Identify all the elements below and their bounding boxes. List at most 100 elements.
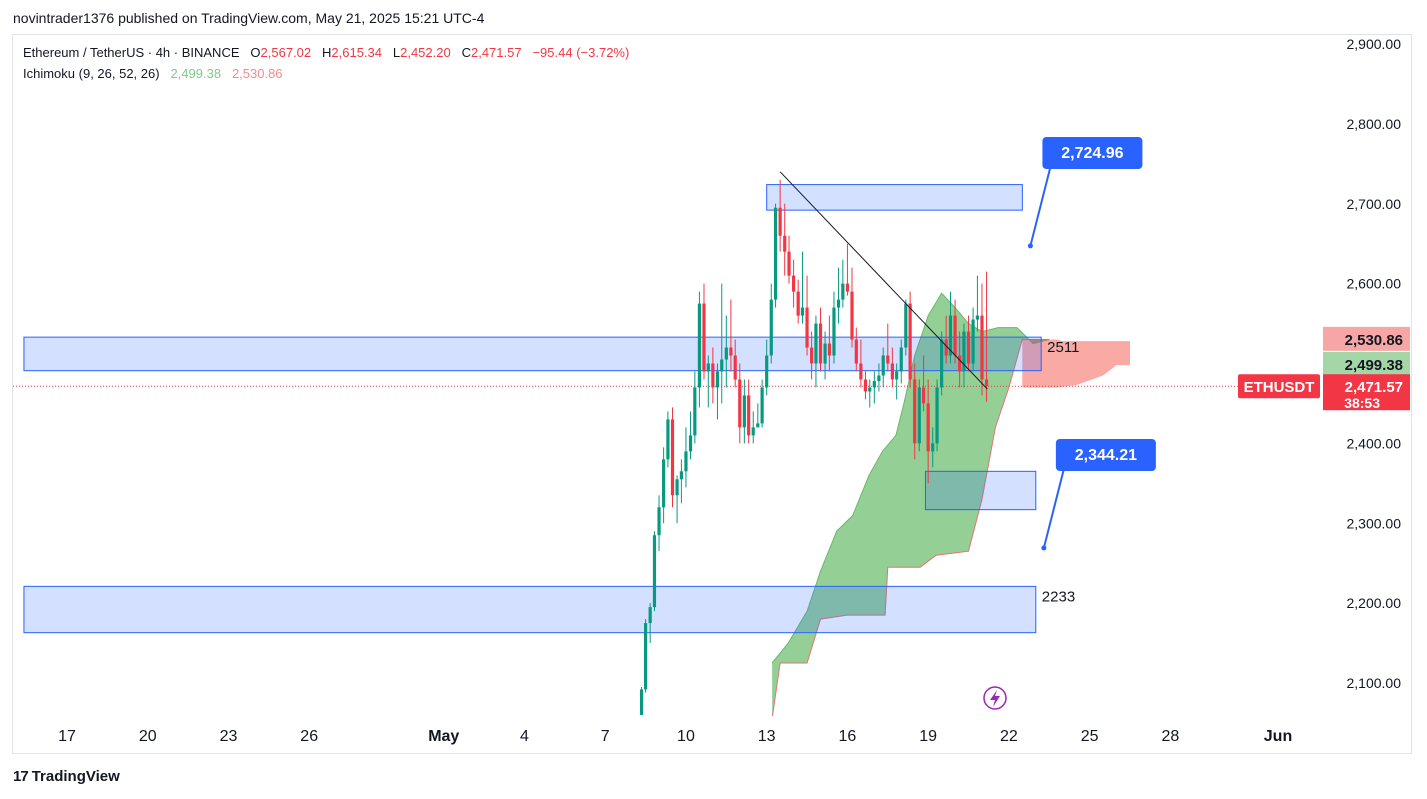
lightning-event-icon[interactable] [983, 686, 1007, 710]
candle-body [917, 387, 921, 444]
candle-body [886, 355, 890, 364]
candle-body [814, 323, 818, 364]
close-label: C [461, 45, 471, 60]
y-tick-label: 2,700.00 [1347, 196, 1402, 212]
candle-body [823, 343, 827, 364]
x-tick-label: 19 [919, 728, 937, 745]
candle-body [720, 359, 724, 372]
candle-body [738, 379, 742, 428]
candle-body [859, 363, 863, 380]
x-tick-label: 13 [758, 728, 776, 745]
candle-body [773, 207, 778, 300]
x-tick-label: 23 [220, 728, 238, 745]
ichimoku-span-b [772, 339, 1050, 716]
candle-body [966, 331, 971, 364]
candle-body [854, 339, 858, 364]
candle-body [742, 395, 746, 428]
y-tick-label: 2,100.00 [1347, 675, 1402, 691]
candle-body [684, 451, 688, 472]
zone-box-4[interactable] [924, 470, 1037, 511]
candle-body [724, 347, 728, 360]
candle-body [931, 443, 935, 452]
price-scale-label-bg [1323, 326, 1410, 351]
candle-body [805, 307, 809, 348]
x-tick-label: 17 [58, 728, 76, 745]
chart-frame [12, 34, 1412, 754]
callout-box-2[interactable] [1055, 439, 1156, 471]
x-tick-label: 28 [1161, 728, 1179, 745]
x-tick-label: 16 [839, 728, 857, 745]
tradingview-brand: TradingView [31, 768, 120, 785]
price-scale-label: 2,530.86 [1345, 332, 1403, 349]
low-value: 2,452.20 [400, 45, 451, 60]
x-tick-label: 4 [520, 728, 529, 745]
candle-body [706, 363, 710, 372]
x-tick-label: 22 [1000, 728, 1018, 745]
y-tick-label: 2,800.00 [1347, 116, 1402, 132]
lightning-bolt-icon [990, 690, 1000, 707]
candle-body [666, 419, 670, 460]
indicator-legend: Ichimoku (9, 26, 52, 26) 2,499.38 2,530.… [23, 66, 283, 81]
open-value: 2,567.02 [260, 45, 312, 60]
candle-body [948, 315, 953, 356]
candle-body [841, 283, 845, 300]
callout-box-1[interactable] [1042, 137, 1143, 169]
candle-body [657, 507, 661, 536]
publisher-line: novintrader1376 published on TradingView… [13, 10, 485, 26]
candle-body [962, 331, 966, 372]
x-tick-label: 20 [139, 728, 157, 745]
candle-body [670, 419, 675, 496]
zone-box-1[interactable] [766, 184, 1023, 211]
x-tick-label: May [428, 728, 459, 745]
candle-body [940, 339, 944, 388]
candle-body [975, 315, 980, 320]
candle-body [648, 607, 652, 624]
y-tick-label: 2,600.00 [1347, 276, 1402, 292]
ichimoku-value-a: 2,499.38 [170, 66, 222, 81]
candle-body [971, 319, 975, 364]
candle-body [926, 403, 930, 452]
trendline[interactable] [779, 171, 988, 390]
candle-body [980, 315, 984, 380]
candle-body [783, 235, 787, 252]
price-scale-label: 2,499.38 [1345, 357, 1403, 374]
symbol-tag-bg [1238, 374, 1320, 399]
candle-body [953, 315, 957, 356]
candle-body [711, 363, 715, 388]
x-tick-label: 25 [1081, 728, 1099, 745]
zone-box-3[interactable] [23, 585, 1037, 634]
candle-body [693, 387, 697, 436]
candle-body [715, 371, 720, 388]
current-price-label-bg [1323, 374, 1410, 411]
callout-pointer [1042, 468, 1065, 549]
candle-body [643, 623, 648, 690]
high-value: 2,615.34 [331, 45, 382, 60]
candle-body [800, 307, 805, 316]
candle-body [845, 283, 850, 292]
candle-body [836, 299, 841, 308]
x-tick-label: 7 [601, 728, 610, 745]
ichimoku-cloud-bearish [1022, 339, 1130, 388]
candle-body [756, 423, 760, 428]
callout-label: 2,724.96 [1061, 145, 1123, 162]
bar-countdown-label: 38:53 [1344, 395, 1380, 411]
tradingview-mark-icon: 17 [13, 768, 29, 785]
indicator-name[interactable]: Ichimoku (9, 26, 52, 26) [23, 66, 160, 81]
candle-body [679, 471, 683, 480]
candle-body [895, 371, 899, 380]
callout-anchor [1041, 545, 1047, 551]
candle-body [872, 381, 876, 388]
tradingview-logo[interactable]: 17 TradingView [13, 768, 120, 785]
current-price-label: 2,471.57 [1345, 379, 1403, 396]
ichimoku-value-b: 2,530.86 [231, 66, 283, 81]
candle-body [832, 307, 836, 356]
symbol-tag-label: ETHUSDT [1244, 379, 1315, 396]
low-label: L [392, 45, 401, 60]
candle-body [652, 535, 657, 608]
zone-box-2[interactable] [23, 336, 1042, 372]
symbol-name[interactable]: Ethereum / TetherUS · 4h · BINANCE [23, 45, 240, 60]
x-tick-label: 10 [677, 728, 695, 745]
zone-label-2511: 2511 [1047, 339, 1079, 356]
candle-body [675, 479, 679, 496]
